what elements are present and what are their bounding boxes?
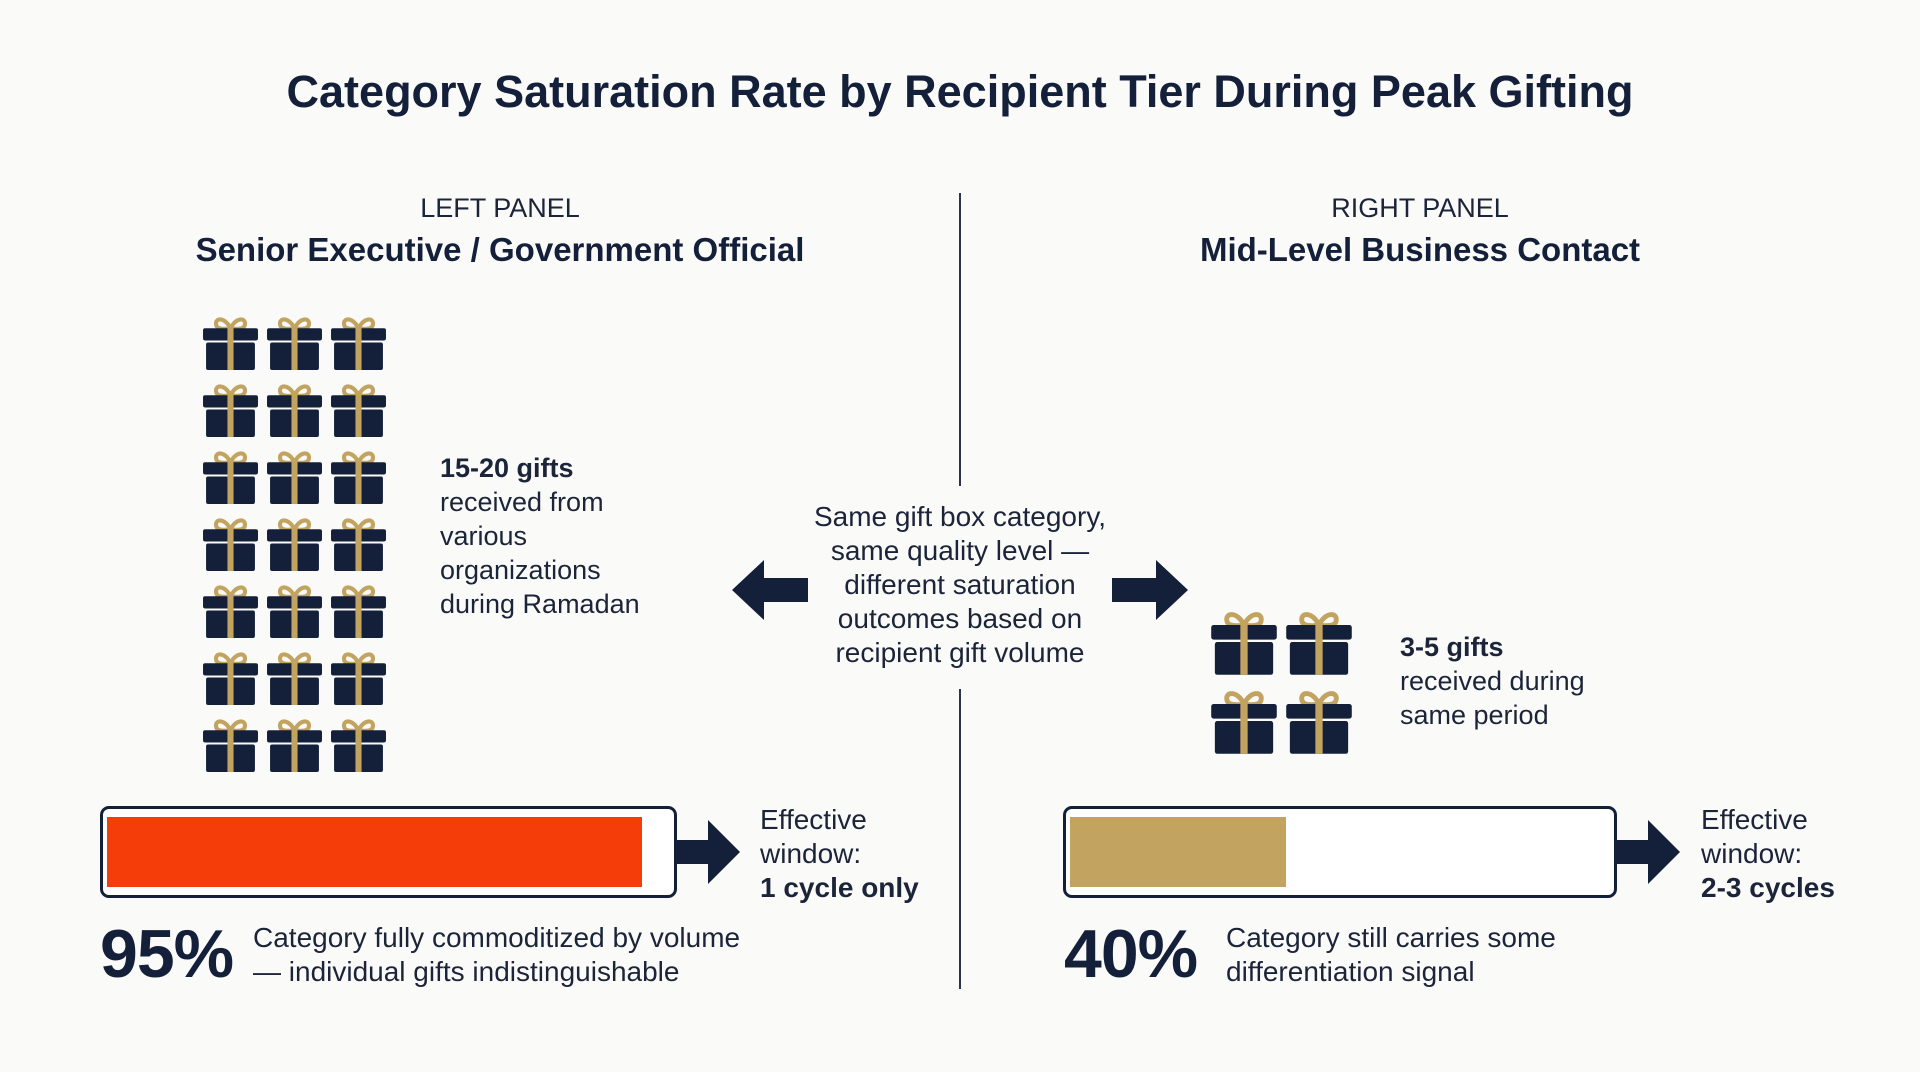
gift-icon [266, 582, 323, 644]
right-window-value: 2-3 cycles [1701, 872, 1835, 903]
left-panel-tier: Senior Executive / Government Official [195, 231, 805, 268]
right-panel-tier: Mid-Level Business Contact [1199, 231, 1641, 268]
left-gifts-line: during Ramadan [440, 589, 640, 619]
left-gifts-line: received from [440, 487, 604, 517]
center-note-line: outcomes based on [837, 603, 1083, 634]
gift-icon [330, 314, 387, 376]
gift-icon [202, 314, 259, 376]
right-saturation-fill [1070, 817, 1286, 887]
gift-icon [202, 649, 259, 711]
gift-icon [202, 381, 259, 443]
gift-icon [330, 515, 387, 577]
left-gifts-bold: 15-20 gifts [440, 453, 574, 483]
gift-icon [1210, 687, 1278, 760]
gift-icon [266, 649, 323, 711]
right-window-line: window: [1701, 838, 1803, 869]
left-window-arrow-icon [676, 820, 740, 884]
left-gifts-line: various [440, 521, 528, 551]
gift-icon [1285, 687, 1353, 760]
left-window-line: window: [760, 838, 862, 869]
left-window-value: 1 cycle only [760, 872, 919, 903]
gift-icon [202, 515, 259, 577]
gift-icon [202, 582, 259, 644]
divider-top [959, 193, 961, 486]
left-saturation-bar [100, 806, 677, 898]
arrow-right-icon [1112, 560, 1188, 620]
right-description-line: Category still carries some [1226, 922, 1556, 953]
left-saturation-fill [107, 817, 642, 887]
center-note-line: Same gift box category, [813, 501, 1107, 532]
center-note-line: different saturation [844, 569, 1076, 600]
right-saturation-bar [1063, 806, 1617, 898]
gift-icon [266, 314, 323, 376]
gift-icon [1285, 608, 1353, 681]
gift-icon [202, 448, 259, 510]
arrow-left-icon [732, 560, 808, 620]
right-saturation-percent: 40% [1064, 916, 1198, 992]
chart-title: Category Saturation Rate by Recipient Ti… [286, 66, 1634, 117]
left-gifts-line: organizations [440, 555, 601, 585]
left-description-line: — individual gifts indistinguishable [253, 956, 680, 987]
gift-icon [330, 582, 387, 644]
gift-icon [266, 448, 323, 510]
right-gifts-line: received during [1400, 666, 1585, 696]
gift-icon [330, 381, 387, 443]
left-saturation-percent: 95% [100, 916, 234, 992]
left-window-line: Effective [760, 804, 867, 835]
center-note-line: same quality level — [830, 535, 1090, 566]
right-panel-label: RIGHT PANEL [1331, 193, 1509, 223]
gift-icon [330, 649, 387, 711]
gift-icon [266, 716, 323, 778]
gift-icon [330, 448, 387, 510]
right-window-text: Effective window: 2-3 cycles [1701, 803, 1835, 905]
left-panel-label: LEFT PANEL [420, 193, 580, 223]
left-window-text: Effective window: 1 cycle only [760, 803, 919, 905]
gift-icon [266, 515, 323, 577]
gift-icon [330, 716, 387, 778]
center-note: Same gift box category, same quality lev… [760, 500, 1160, 670]
gift-icon [266, 381, 323, 443]
left-gift-count-text: 15-20 gifts received from various organi… [440, 451, 640, 621]
divider-bottom [959, 689, 961, 989]
gift-icon [1210, 608, 1278, 681]
right-description-line: differentiation signal [1226, 956, 1475, 987]
right-window-line: Effective [1701, 804, 1808, 835]
left-description: Category fully commoditized by volume — … [253, 921, 740, 989]
left-description-line: Category fully commoditized by volume [253, 922, 741, 953]
gift-icon [202, 716, 259, 778]
right-window-arrow-icon [1616, 820, 1680, 884]
right-gift-count-text: 3-5 gifts received during same period [1400, 630, 1585, 732]
center-note-line: recipient gift volume [835, 637, 1085, 668]
right-description: Category still carries some differentiat… [1226, 921, 1556, 989]
right-gifts-bold: 3-5 gifts [1400, 632, 1504, 662]
right-gifts-line: same period [1400, 700, 1549, 730]
